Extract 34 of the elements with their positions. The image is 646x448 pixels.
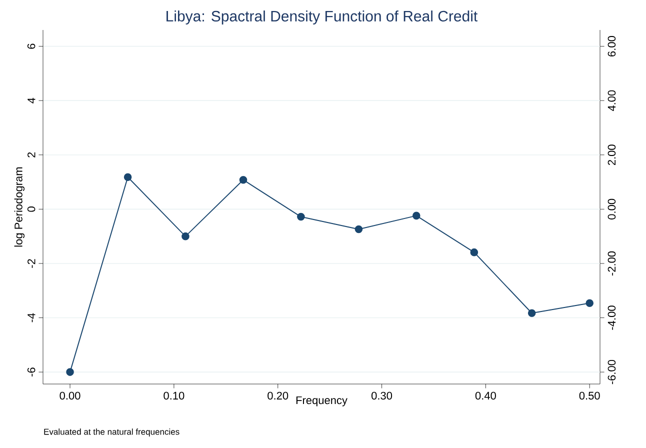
y2-tick-label: 4.00: [608, 90, 616, 112]
point: [239, 176, 248, 184]
point: [354, 225, 363, 234]
x-tick-label: 0.30: [371, 392, 392, 400]
x-tick-label: 0.20: [268, 392, 288, 400]
point: [586, 299, 594, 307]
y-tick-label: 6: [27, 44, 36, 49]
y2-tick-label: -2.00: [608, 251, 616, 276]
point: [66, 368, 74, 376]
text: Evaluated at the natural frequencies: [44, 428, 180, 436]
y-tick-label: 2: [28, 152, 36, 158]
point: [297, 212, 305, 221]
point: [412, 212, 420, 220]
point: [528, 309, 536, 318]
y2-tick-label: 0.00: [608, 198, 616, 220]
chart-title: Libya: Spactral Density Function of Real Credit: [166, 10, 478, 24]
y2-tick-label: -6.00: [608, 360, 616, 384]
point: [470, 248, 478, 256]
point: [124, 173, 132, 182]
y-tick-label: 4: [28, 98, 36, 104]
y-axis-title: log Periodogram: [14, 167, 25, 247]
x-tick-label: 0.00: [60, 392, 80, 400]
y-tick-label: -6: [27, 368, 36, 376]
point: [182, 232, 190, 240]
x-tick-label: 0.50: [579, 392, 600, 400]
y-tick-label: -2: [28, 259, 36, 268]
y-tick-label: 0: [27, 206, 36, 212]
y2-tick-label: 6.00: [608, 36, 616, 56]
y2-tick-label: -4.00: [608, 306, 616, 330]
x-tick-label: 0.40: [475, 392, 496, 400]
y-tick-label: -4: [28, 313, 36, 322]
x-tick-label: 0.10: [164, 392, 184, 400]
y2-tick-label: 2.00: [608, 144, 616, 166]
x-axis-title: Frequency: [296, 396, 348, 406]
